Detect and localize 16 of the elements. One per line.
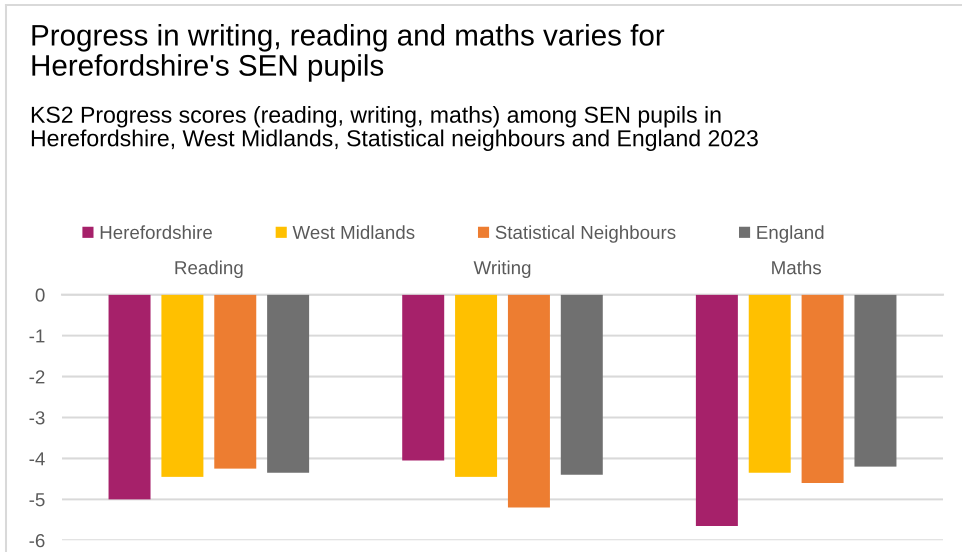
y-tick-label: -1 <box>29 330 44 342</box>
y-tick-label: -6 <box>29 534 45 548</box>
y-tick-label: -5 <box>29 493 45 506</box>
x-tick-label: Writing <box>474 260 530 278</box>
y-tick-label: 0 <box>36 288 45 302</box>
chart-title: Progress in writing, reading and maths varies for Herefordshire's SEN pupils <box>32 24 664 82</box>
x-tick-label: Maths <box>772 260 822 274</box>
y-tick-label: -2 <box>29 370 44 384</box>
legend-label: England <box>757 225 824 243</box>
x-tick-label: Reading <box>175 260 243 278</box>
legend-label: Herefordshire <box>100 225 212 240</box>
legend-label: Statistical Neighbours <box>496 225 676 243</box>
y-tick-label: -3 <box>29 411 45 424</box>
y-tick-label: -4 <box>29 452 45 466</box>
chart-subtitle: KS2 Progress scores (reading, writing, maths) among SEN pupils in Herefordshire, West Midlands, Statistical neighbours and England 2023 <box>32 106 758 151</box>
legend-label: West Midlands <box>292 225 414 240</box>
